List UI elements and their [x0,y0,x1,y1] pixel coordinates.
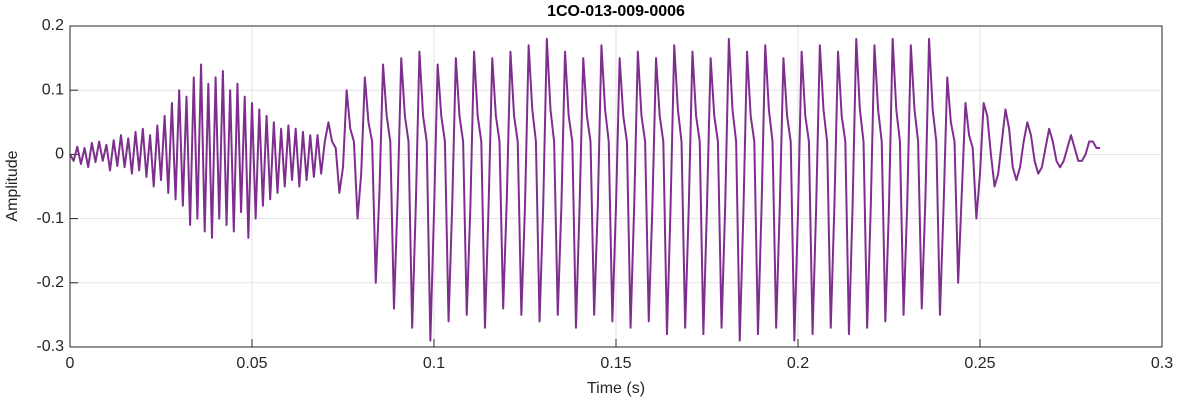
x-axis-label: Time (s) [587,380,645,397]
y-tick-label: 0.2 [42,17,64,34]
x-tick-label: 0.15 [600,355,631,372]
x-tick-label: 0.05 [236,355,267,372]
chart-title: 1CO-013-009-0006 [547,3,685,20]
plot-frame [69,25,1163,348]
y-tick-label: -0.1 [36,210,64,227]
x-tick-label: 0 [66,355,75,372]
x-tick-label: 0.2 [787,355,809,372]
x-tick-label: 0.3 [1151,355,1173,372]
y-tick-label: 0.1 [42,81,64,98]
y-tick-label: -0.2 [36,274,64,291]
x-tick-label: 0.25 [964,355,995,372]
y-tick-label: -0.3 [36,338,64,355]
x-tick-label: 0.1 [423,355,445,372]
y-axis-label: Amplitude [4,150,21,221]
waveform-line [69,37,1101,342]
y-tick-label: 0 [55,146,64,163]
